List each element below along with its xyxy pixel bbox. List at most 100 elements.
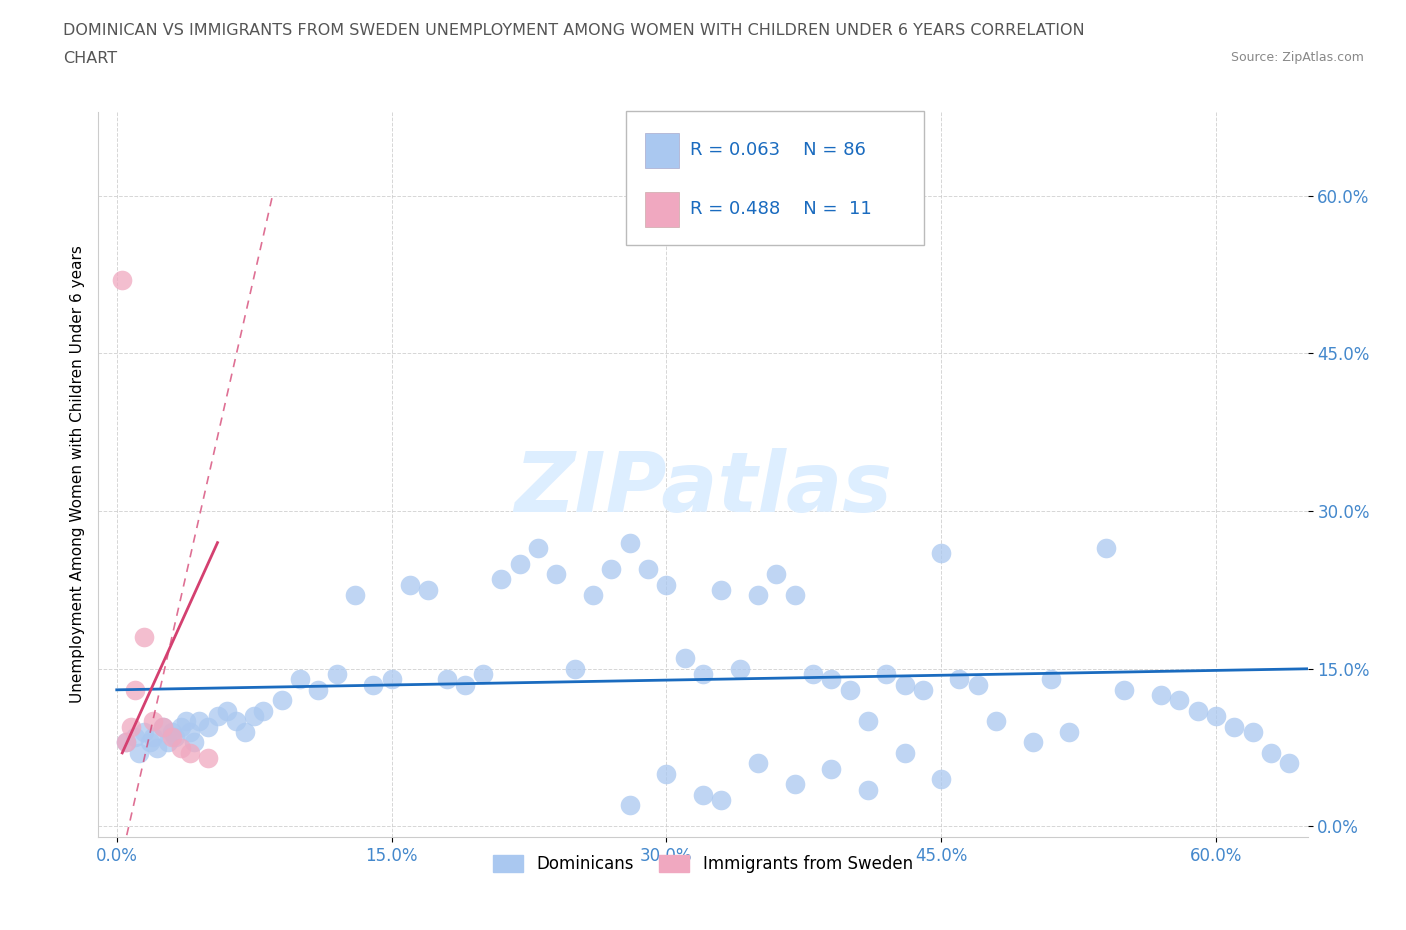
Point bbox=[527, 540, 550, 555]
Point bbox=[124, 683, 146, 698]
Point bbox=[838, 683, 860, 698]
Point bbox=[197, 719, 219, 734]
Point bbox=[856, 714, 879, 729]
Point bbox=[1260, 746, 1282, 761]
Point bbox=[1168, 693, 1191, 708]
Point bbox=[911, 683, 934, 698]
Point bbox=[436, 671, 458, 686]
Point bbox=[179, 746, 201, 761]
Point bbox=[243, 709, 266, 724]
Point bbox=[820, 671, 842, 686]
Point bbox=[270, 693, 292, 708]
Point bbox=[207, 709, 229, 724]
Point bbox=[152, 719, 174, 734]
Point bbox=[1223, 719, 1246, 734]
Text: ZIPatlas: ZIPatlas bbox=[515, 448, 891, 529]
Point bbox=[893, 746, 915, 761]
Point bbox=[170, 719, 193, 734]
Text: CHART: CHART bbox=[63, 51, 117, 66]
Point bbox=[600, 562, 623, 577]
Point bbox=[134, 724, 156, 739]
Text: Source: ZipAtlas.com: Source: ZipAtlas.com bbox=[1230, 51, 1364, 64]
Point bbox=[491, 572, 513, 587]
Point bbox=[343, 588, 366, 603]
Point bbox=[183, 735, 205, 750]
Point bbox=[115, 735, 138, 750]
Point bbox=[188, 714, 211, 729]
Point bbox=[225, 714, 247, 729]
Text: DOMINICAN VS IMMIGRANTS FROM SWEDEN UNEMPLOYMENT AMONG WOMEN WITH CHILDREN UNDER: DOMINICAN VS IMMIGRANTS FROM SWEDEN UNEM… bbox=[63, 23, 1085, 38]
Point bbox=[692, 667, 714, 682]
Point bbox=[655, 578, 678, 592]
Point bbox=[875, 667, 897, 682]
Point bbox=[710, 792, 733, 807]
Point bbox=[146, 740, 169, 755]
Point bbox=[176, 714, 198, 729]
Point bbox=[564, 661, 586, 676]
Point bbox=[801, 667, 824, 682]
Point bbox=[165, 730, 187, 745]
Point bbox=[673, 651, 696, 666]
Point bbox=[134, 630, 156, 644]
Point bbox=[380, 671, 402, 686]
Point bbox=[637, 562, 659, 577]
Point bbox=[120, 719, 142, 734]
Point bbox=[157, 735, 180, 750]
Point bbox=[1205, 709, 1227, 724]
Point bbox=[142, 714, 165, 729]
Legend: Dominicans, Immigrants from Sweden: Dominicans, Immigrants from Sweden bbox=[486, 848, 920, 880]
Y-axis label: Unemployment Among Women with Children Under 6 years: Unemployment Among Women with Children U… bbox=[69, 246, 84, 703]
Point bbox=[472, 667, 495, 682]
Point bbox=[929, 546, 952, 561]
Point bbox=[160, 724, 183, 739]
Point bbox=[325, 667, 347, 682]
Point bbox=[1022, 735, 1045, 750]
Point bbox=[984, 714, 1007, 729]
Point bbox=[170, 740, 193, 755]
Point bbox=[160, 730, 183, 745]
Point bbox=[783, 777, 806, 791]
Point bbox=[692, 788, 714, 803]
Point bbox=[128, 746, 150, 761]
Point bbox=[948, 671, 970, 686]
Point bbox=[1040, 671, 1063, 686]
Point bbox=[619, 535, 641, 550]
Point bbox=[582, 588, 605, 603]
Point bbox=[197, 751, 219, 765]
Point bbox=[728, 661, 751, 676]
Point bbox=[1114, 683, 1136, 698]
Point bbox=[1241, 724, 1264, 739]
Point bbox=[765, 566, 787, 581]
Point bbox=[138, 735, 160, 750]
Point bbox=[856, 782, 879, 797]
Point bbox=[820, 762, 842, 777]
Point bbox=[307, 683, 329, 698]
Point bbox=[747, 756, 769, 771]
Point bbox=[783, 588, 806, 603]
Point bbox=[252, 703, 274, 718]
Text: R = 0.063    N = 86: R = 0.063 N = 86 bbox=[690, 141, 866, 159]
Point bbox=[399, 578, 422, 592]
Point bbox=[747, 588, 769, 603]
Point bbox=[361, 677, 384, 692]
Point bbox=[509, 556, 531, 571]
Point bbox=[288, 671, 311, 686]
Point bbox=[142, 730, 165, 745]
Point bbox=[215, 703, 238, 718]
Point bbox=[966, 677, 988, 692]
Point bbox=[1278, 756, 1301, 771]
Point bbox=[710, 582, 733, 597]
Point bbox=[1059, 724, 1081, 739]
Point bbox=[233, 724, 256, 739]
Point bbox=[1150, 687, 1173, 702]
Point bbox=[546, 566, 568, 581]
Point bbox=[655, 766, 678, 781]
Point bbox=[454, 677, 477, 692]
Point bbox=[111, 272, 134, 287]
Point bbox=[418, 582, 440, 597]
Text: R = 0.488    N =  11: R = 0.488 N = 11 bbox=[690, 200, 872, 219]
Point bbox=[179, 724, 201, 739]
Point bbox=[1187, 703, 1209, 718]
Point bbox=[124, 730, 146, 745]
Point bbox=[1095, 540, 1118, 555]
